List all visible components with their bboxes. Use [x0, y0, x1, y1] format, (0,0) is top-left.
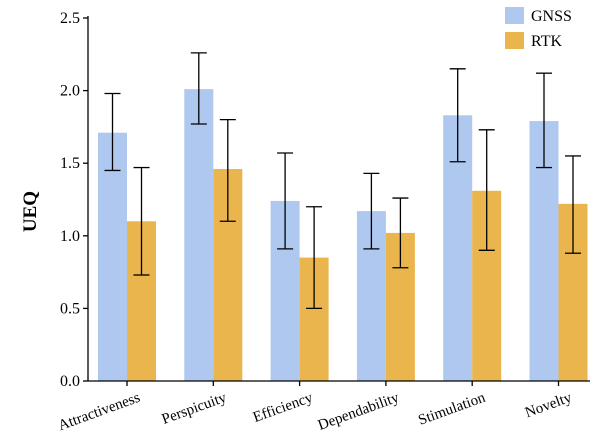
x-tick-label-attractiveness: Attractiveness [56, 390, 142, 434]
y-tick-label: 1.5 [60, 155, 80, 172]
x-tick-label-dependability: Dependability [316, 390, 402, 434]
x-tick-label-perspicuity: Perspicuity [160, 390, 229, 428]
legend-swatch-gnss [505, 7, 524, 24]
legend-swatch-rtk [505, 32, 524, 49]
legend-label-gnss: GNSS [531, 8, 572, 25]
y-tick-label: 0.5 [60, 300, 80, 317]
y-tick-label: 2.0 [60, 83, 80, 100]
x-tick-label-efficiency: Efficiency [251, 390, 315, 426]
y-tick-label: 2.5 [60, 10, 80, 27]
axes [87, 16, 590, 382]
plot-area [98, 52, 588, 381]
y-axis-label: UEQ [20, 191, 41, 232]
legend: GNSS RTK [505, 7, 572, 50]
y-tick-label: 0.0 [60, 373, 80, 390]
x-tick-label-stimulation: Stimulation [416, 390, 488, 429]
legend-label-rtk: RTK [531, 33, 562, 50]
x-tick-label-novelty: Novelty [523, 390, 574, 422]
bar-gnss-attractiveness [98, 132, 127, 381]
y-tick-label: 1.0 [60, 228, 80, 245]
bar-gnss-perspicuity [184, 89, 214, 381]
